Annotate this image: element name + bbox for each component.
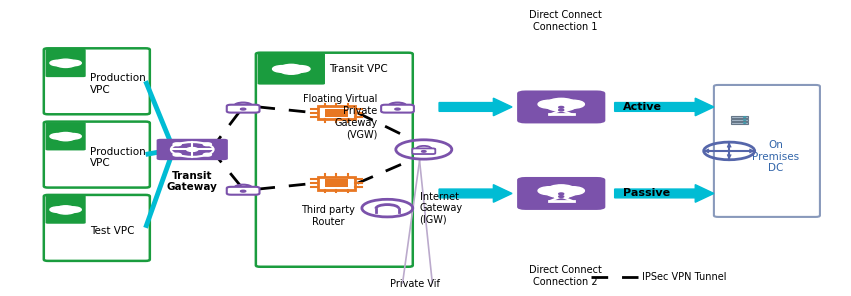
Circle shape bbox=[548, 185, 574, 194]
Circle shape bbox=[559, 109, 563, 111]
FancyBboxPatch shape bbox=[45, 122, 86, 150]
FancyBboxPatch shape bbox=[60, 62, 71, 65]
FancyBboxPatch shape bbox=[157, 139, 228, 160]
Circle shape bbox=[561, 187, 585, 195]
FancyBboxPatch shape bbox=[258, 53, 325, 85]
Circle shape bbox=[561, 100, 585, 108]
Circle shape bbox=[57, 59, 75, 65]
Text: Test VPC: Test VPC bbox=[90, 226, 134, 236]
Circle shape bbox=[203, 143, 211, 146]
Bar bbox=[731, 119, 748, 121]
Text: IPSec VPN Tunnel: IPSec VPN Tunnel bbox=[642, 272, 726, 282]
Text: Active: Active bbox=[623, 102, 662, 112]
Circle shape bbox=[281, 64, 302, 72]
Bar bbox=[731, 122, 748, 124]
Text: Production
VPC: Production VPC bbox=[90, 73, 146, 95]
Circle shape bbox=[173, 143, 181, 146]
Circle shape bbox=[65, 133, 81, 139]
Circle shape bbox=[546, 101, 576, 111]
Circle shape bbox=[241, 108, 246, 110]
Text: Direct Connect
Connection 1: Direct Connect Connection 1 bbox=[529, 10, 602, 32]
Text: Transit
Gateway: Transit Gateway bbox=[167, 170, 218, 192]
FancyBboxPatch shape bbox=[43, 195, 150, 261]
Text: Direct Connect
Connection 2: Direct Connect Connection 2 bbox=[529, 265, 602, 287]
Circle shape bbox=[548, 98, 574, 108]
Text: On
Premises
DC: On Premises DC bbox=[751, 140, 799, 173]
FancyBboxPatch shape bbox=[412, 148, 436, 154]
FancyBboxPatch shape bbox=[226, 105, 260, 112]
FancyBboxPatch shape bbox=[60, 136, 71, 139]
FancyBboxPatch shape bbox=[517, 91, 605, 123]
FancyBboxPatch shape bbox=[45, 195, 86, 224]
FancyBboxPatch shape bbox=[60, 209, 71, 212]
Circle shape bbox=[57, 132, 75, 139]
Circle shape bbox=[744, 117, 745, 118]
Circle shape bbox=[56, 207, 75, 214]
Circle shape bbox=[272, 66, 292, 72]
Text: Internet
Gateway
(IGW): Internet Gateway (IGW) bbox=[420, 192, 463, 225]
FancyArrow shape bbox=[439, 98, 512, 116]
FancyBboxPatch shape bbox=[43, 122, 150, 188]
Circle shape bbox=[241, 190, 246, 192]
Bar bbox=[324, 109, 348, 117]
Circle shape bbox=[186, 147, 198, 152]
Circle shape bbox=[50, 133, 66, 139]
Text: Transit VPC: Transit VPC bbox=[329, 64, 388, 74]
Circle shape bbox=[559, 196, 563, 197]
FancyArrow shape bbox=[614, 185, 714, 202]
Bar bbox=[731, 116, 748, 118]
Text: Private Vif: Private Vif bbox=[391, 279, 440, 289]
FancyBboxPatch shape bbox=[45, 49, 86, 77]
Circle shape bbox=[290, 66, 310, 72]
Circle shape bbox=[65, 207, 81, 213]
Circle shape bbox=[56, 134, 75, 141]
Text: Production
VPC: Production VPC bbox=[90, 147, 146, 168]
Circle shape bbox=[546, 187, 576, 197]
Circle shape bbox=[559, 193, 563, 195]
Circle shape bbox=[395, 108, 400, 110]
Circle shape bbox=[57, 206, 75, 212]
FancyBboxPatch shape bbox=[285, 68, 298, 72]
Bar bbox=[317, 106, 355, 119]
Circle shape bbox=[203, 153, 211, 156]
FancyBboxPatch shape bbox=[256, 53, 413, 267]
Circle shape bbox=[50, 207, 66, 213]
Bar bbox=[317, 177, 355, 190]
FancyBboxPatch shape bbox=[226, 187, 260, 195]
Text: Floating Virtual
Private
Gateway
(VGW): Floating Virtual Private Gateway (VGW) bbox=[303, 94, 377, 139]
Circle shape bbox=[280, 66, 303, 74]
Circle shape bbox=[538, 187, 562, 195]
Bar bbox=[324, 179, 348, 187]
FancyBboxPatch shape bbox=[517, 177, 605, 210]
FancyBboxPatch shape bbox=[381, 105, 414, 112]
FancyBboxPatch shape bbox=[714, 85, 820, 217]
Circle shape bbox=[50, 60, 66, 66]
Text: Third party
Router: Third party Router bbox=[301, 205, 355, 227]
FancyArrow shape bbox=[439, 185, 512, 202]
Circle shape bbox=[421, 151, 426, 152]
FancyArrow shape bbox=[614, 98, 714, 116]
FancyBboxPatch shape bbox=[43, 48, 150, 114]
Circle shape bbox=[559, 107, 563, 108]
Circle shape bbox=[56, 61, 75, 67]
Text: Passive: Passive bbox=[623, 189, 671, 198]
Circle shape bbox=[65, 60, 81, 66]
Circle shape bbox=[538, 100, 562, 108]
Circle shape bbox=[173, 153, 181, 156]
